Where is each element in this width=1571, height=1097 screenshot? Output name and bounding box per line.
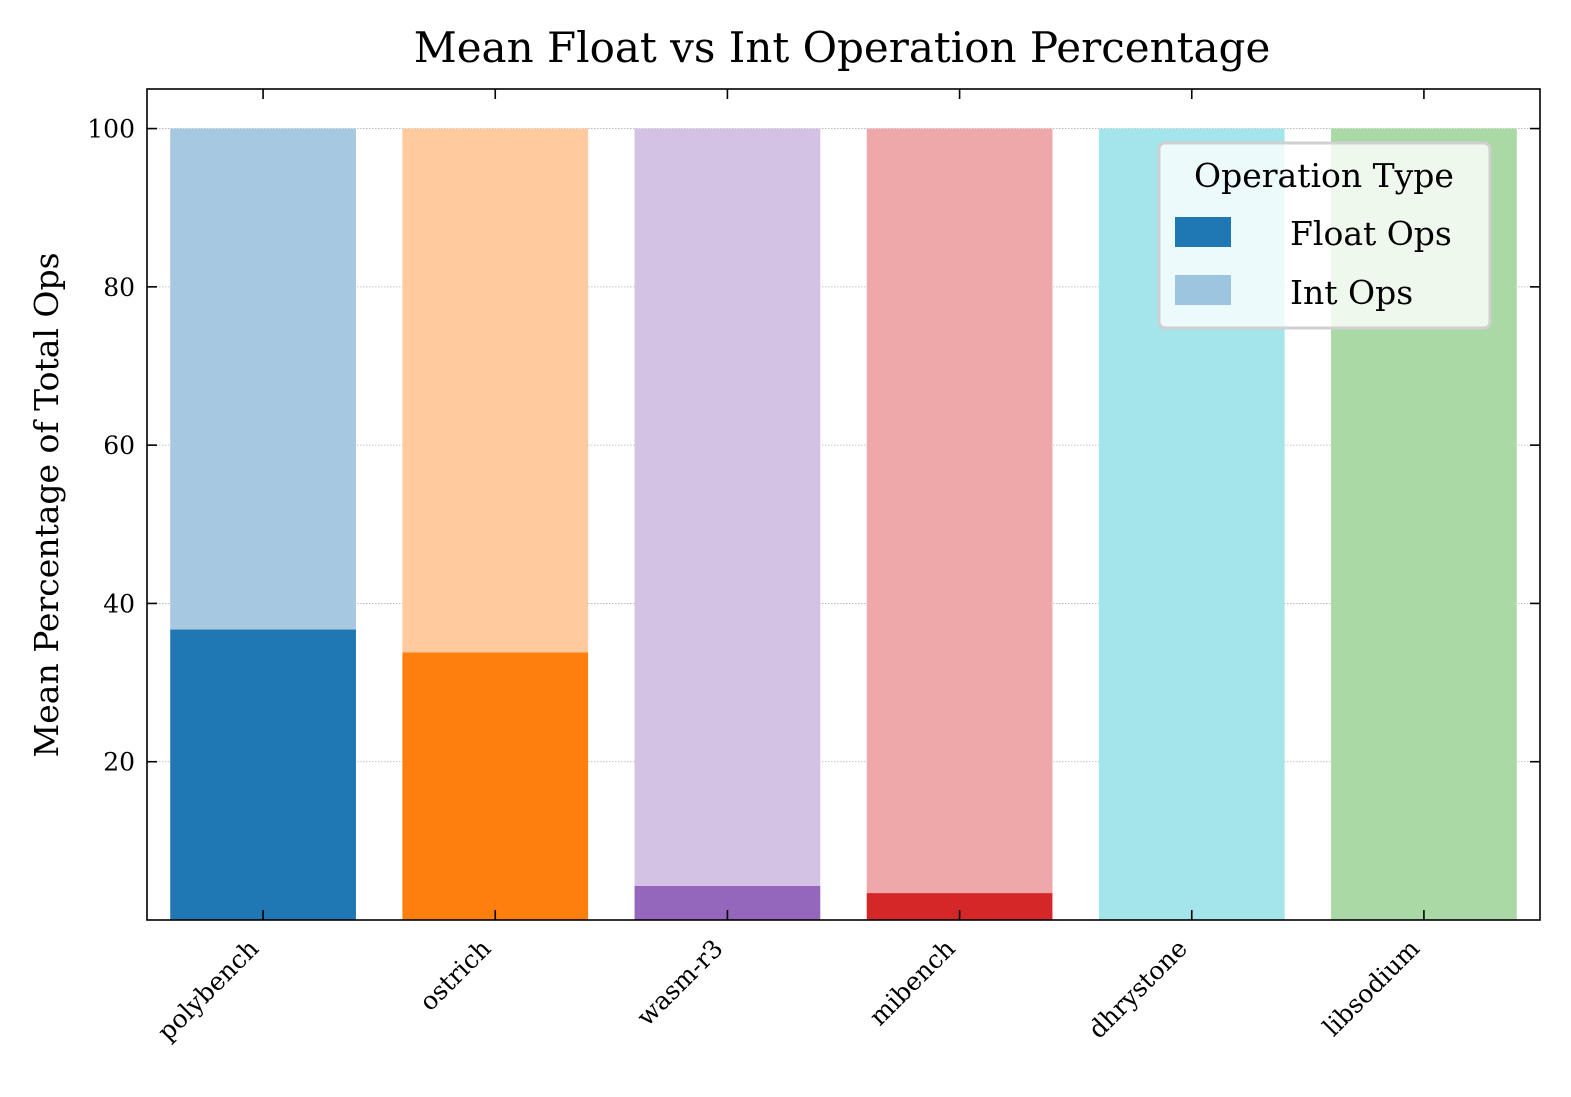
y-tick-label: 80 [103, 273, 135, 302]
y-axis-label: Mean Percentage of Total Ops [27, 252, 66, 757]
bar-int-wasm-r3 [634, 128, 821, 886]
bar-int-polybench [170, 128, 356, 630]
legend-swatch-int-ops [1175, 275, 1231, 305]
x-tick-label: polybench [152, 934, 265, 1047]
axis-ticks [147, 89, 1540, 920]
chart-title: Mean Float vs Int Operation Percentage [414, 23, 1271, 72]
x-tick-label: mibench [863, 934, 960, 1031]
y-tick-label: 20 [103, 748, 135, 777]
plot-frame [146, 88, 1541, 921]
legend-swatch-float-ops [1175, 217, 1231, 247]
legend-label-float-ops: Float Ops [1290, 214, 1452, 253]
legend-title: Operation Type [1194, 156, 1454, 195]
legend-box [1157, 141, 1492, 330]
bar-float-polybench [170, 629, 356, 920]
x-tick-label: ostrich [414, 934, 497, 1017]
y-tick-label: 40 [103, 589, 135, 618]
legend-label-int-ops: Int Ops [1290, 273, 1413, 312]
grid-lines [147, 128, 1540, 763]
x-tick-label: wasm-r3 [631, 934, 729, 1032]
legend: Operation Type Float Ops Int Ops [1157, 141, 1492, 330]
bar-float-ostrich [402, 652, 589, 920]
bar-int-ostrich [402, 128, 589, 653]
y-tick-label: 60 [103, 431, 135, 460]
bar-int-mibench [866, 128, 1053, 894]
x-tick-label: libsodium [1317, 934, 1425, 1042]
y-tick-label: 100 [87, 115, 135, 144]
x-tick-label: dhrystone [1083, 934, 1193, 1044]
